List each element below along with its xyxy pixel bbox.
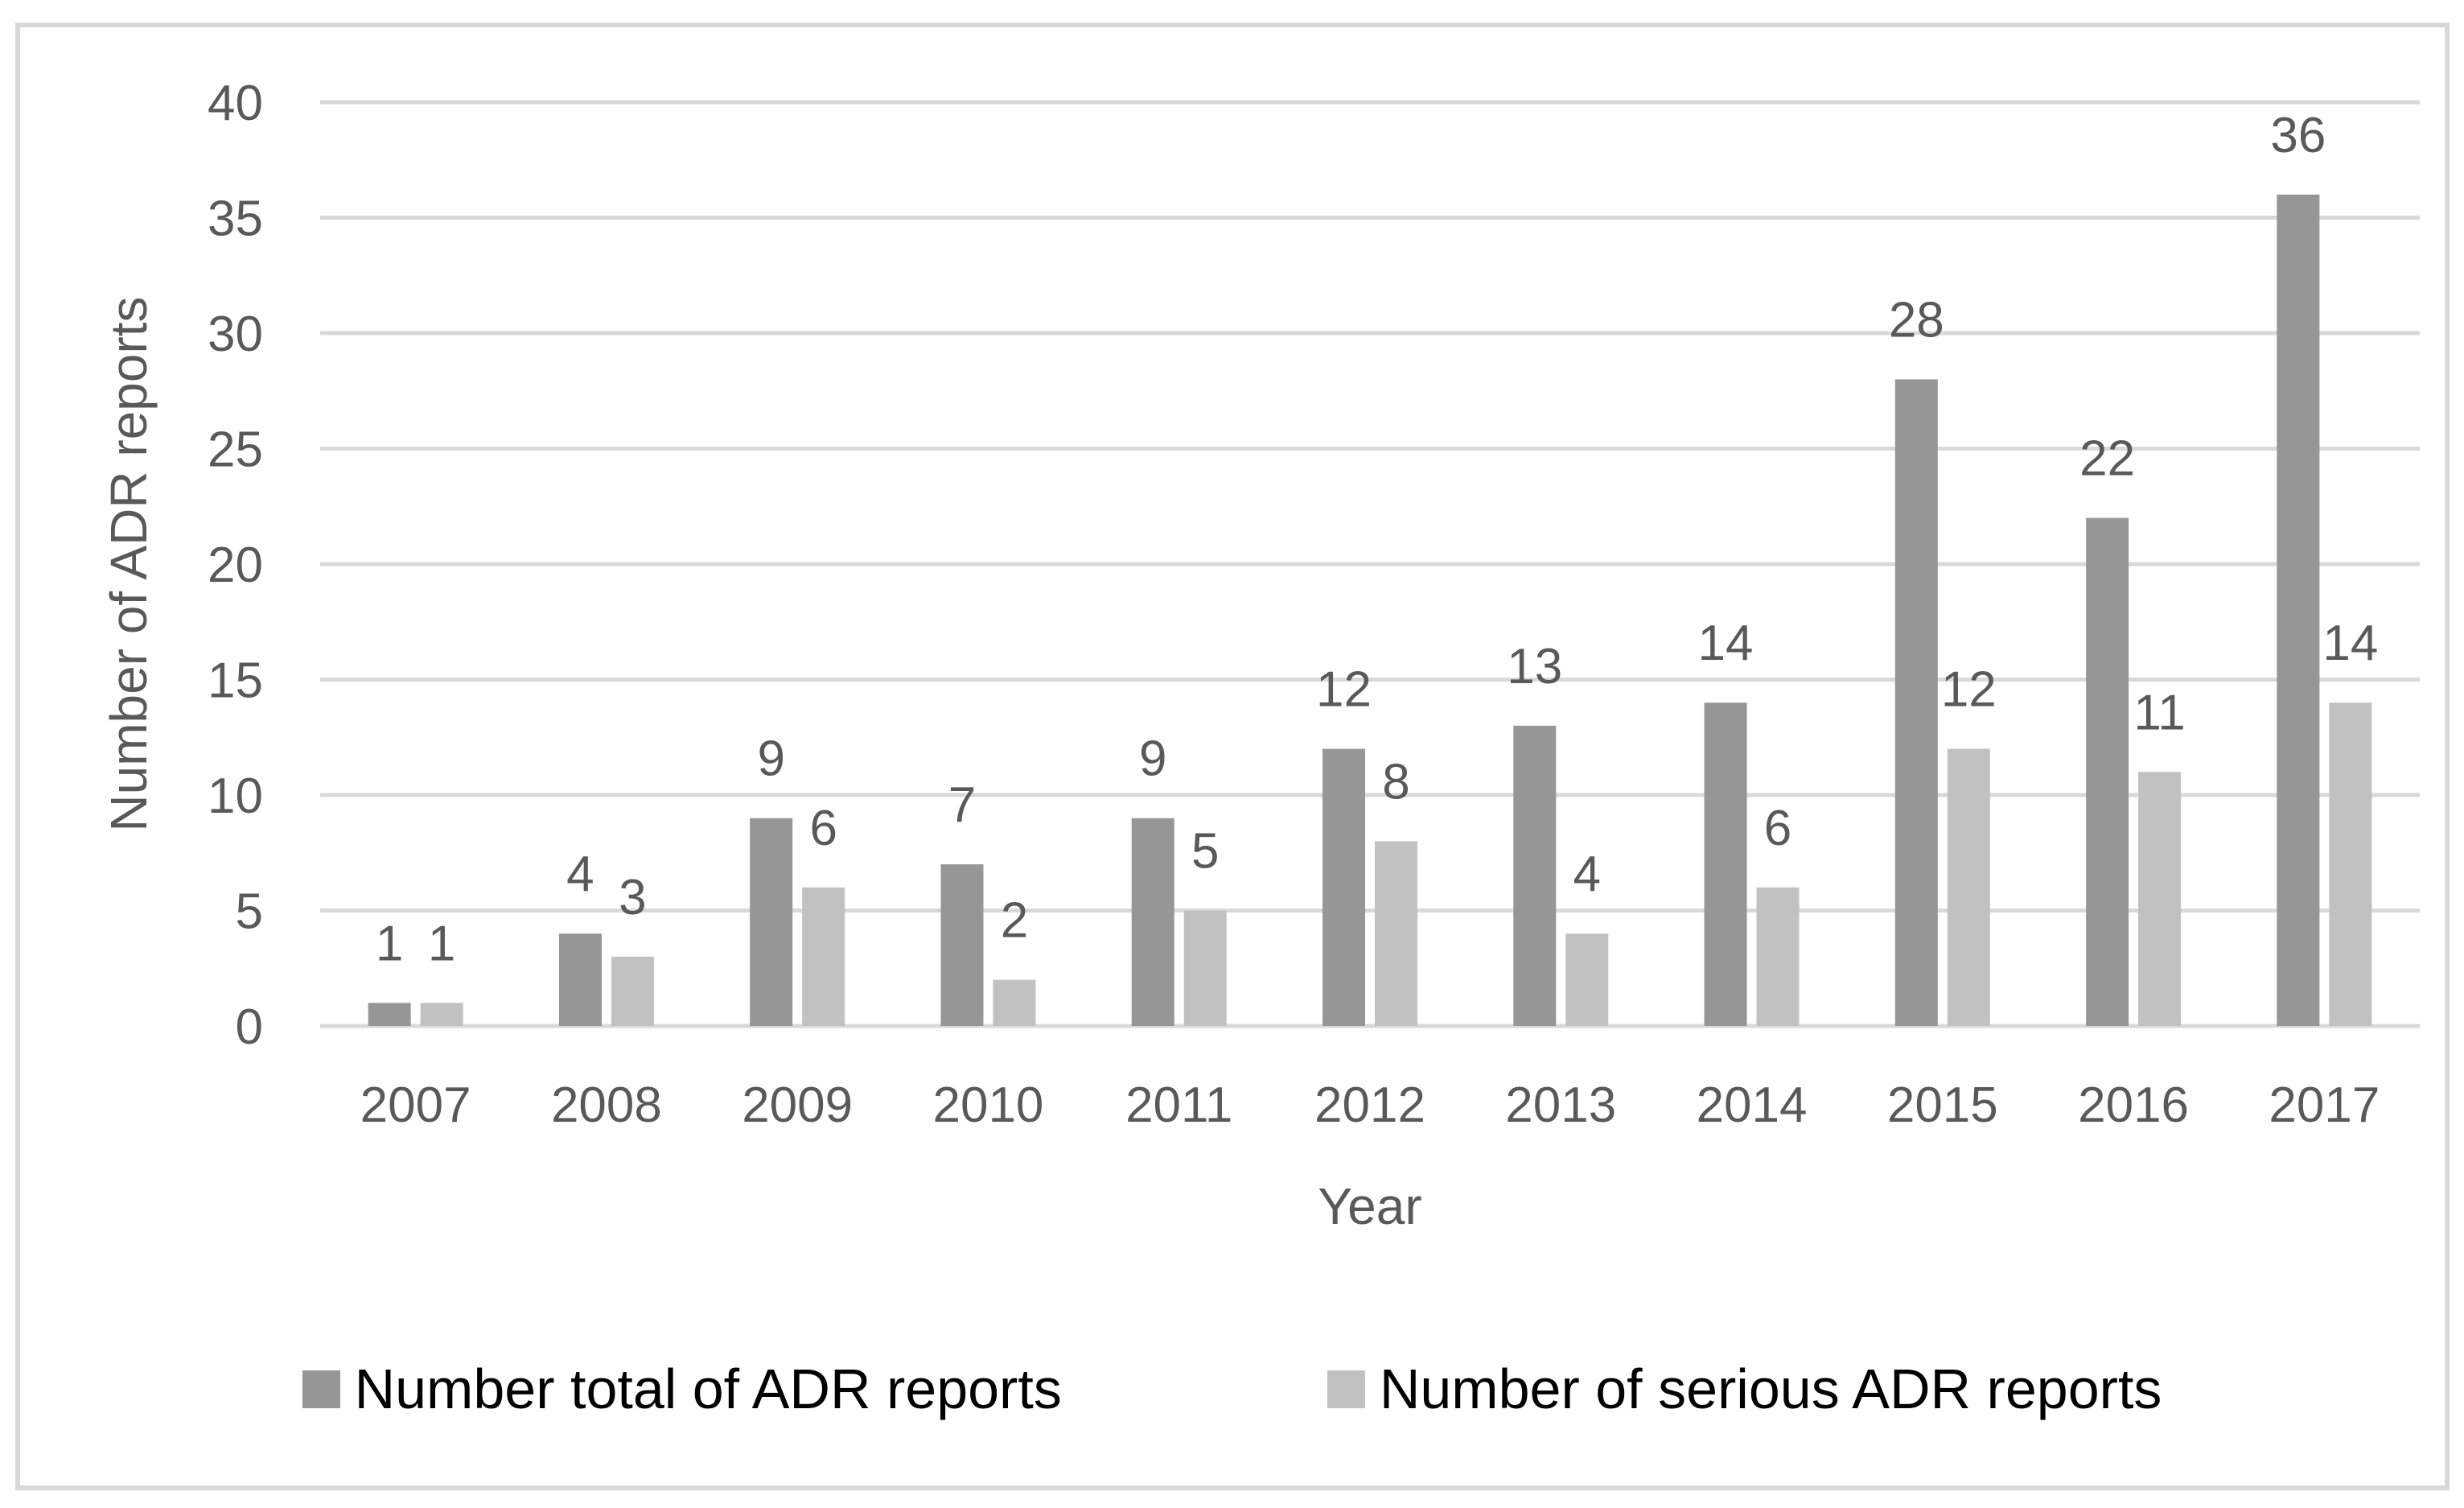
data-label-serious-2013: 4 (1573, 847, 1601, 902)
y-tick-label-5: 5 (236, 884, 263, 940)
data-label-serious-2009: 6 (809, 801, 837, 856)
x-tick-label-2011: 2011 (1125, 1077, 1232, 1133)
y-tick-label-0: 0 (236, 999, 263, 1055)
legend-label-total: Number total of ADR reports (354, 1358, 1062, 1420)
bar-serious-2009 (802, 887, 845, 1026)
data-label-total-2012: 12 (1316, 662, 1372, 718)
data-label-total-2010: 7 (948, 777, 976, 833)
bar-total-2015 (1894, 379, 1938, 1026)
data-label-serious-2012: 8 (1382, 754, 1409, 810)
legend-item-serious: Number of serious ADR reports (1327, 1357, 2162, 1421)
data-label-serious-2014: 6 (1764, 801, 1791, 856)
data-label-serious-2016: 11 (2133, 685, 2185, 740)
bar-total-2016 (2086, 517, 2129, 1026)
x-tick-label-2007: 2007 (360, 1077, 471, 1133)
bar-serious-2013 (1565, 933, 1609, 1026)
y-tick-label-10: 10 (208, 768, 263, 824)
x-tick-label-2009: 2009 (742, 1077, 853, 1133)
data-label-serious-2008: 3 (619, 870, 646, 925)
data-label-total-2014: 14 (1698, 616, 1754, 671)
bar-total-2009 (750, 818, 793, 1026)
x-tick-label-2008: 2008 (551, 1077, 662, 1133)
x-tick-label-2014: 2014 (1697, 1077, 1808, 1133)
x-axis-title: Year (1318, 1177, 1422, 1235)
bar-serious-2011 (1183, 910, 1227, 1026)
legend-swatch-total-icon (302, 1370, 340, 1408)
x-tick-label-2015: 2015 (1887, 1077, 1998, 1133)
data-label-total-2008: 4 (566, 847, 594, 902)
data-label-total-2013: 13 (1507, 639, 1562, 694)
bar-total-2017 (2277, 194, 2320, 1026)
legend-label-serious: Number of serious ADR reports (1379, 1358, 2162, 1420)
y-tick-label-25: 25 (208, 422, 263, 478)
y-tick-label-35: 35 (208, 192, 263, 247)
data-label-total-2015: 28 (1889, 292, 1944, 348)
data-label-serious-2017: 14 (2322, 616, 2378, 671)
y-tick-label-30: 30 (208, 307, 263, 362)
y-axis-ticks: 0 5 10 15 20 25 30 35 40 (208, 76, 263, 1055)
legend-swatch-serious-icon (1327, 1370, 1365, 1408)
y-axis-title: Number of ADR reports (100, 296, 158, 832)
gridlines (320, 100, 2420, 1028)
bars (368, 194, 2372, 1026)
x-axis-ticks: 2007 2008 2009 2010 2011 2012 2013 2014 2015 2016… (360, 1077, 2380, 1133)
bar-total-2012 (1322, 748, 1365, 1026)
bar-serious-2017 (2329, 702, 2372, 1026)
bar-total-2014 (1704, 702, 1747, 1026)
y-tick-label-15: 15 (208, 653, 263, 709)
bar-total-2011 (1131, 818, 1174, 1026)
bar-serious-2014 (1756, 887, 1800, 1026)
data-label-total-2016: 22 (2079, 431, 2135, 487)
data-label-total-2011: 9 (1139, 731, 1166, 787)
bar-total-2008 (558, 933, 602, 1026)
x-tick-label-2010: 2010 (932, 1077, 1043, 1133)
data-label-serious-2015: 12 (1941, 662, 1997, 718)
x-tick-label-2017: 2017 (2269, 1077, 2380, 1133)
data-label-total-2017: 36 (2270, 108, 2326, 163)
bar-serious-2015 (1947, 748, 1990, 1026)
bar-total-2013 (1513, 725, 1557, 1026)
data-label-serious-2011: 5 (1191, 824, 1219, 880)
data-label-serious-2010: 2 (1001, 893, 1028, 949)
bar-serious-2016 (2138, 772, 2182, 1026)
x-tick-label-2016: 2016 (2078, 1077, 2189, 1133)
data-label-serious-2007: 1 (428, 916, 455, 971)
x-tick-label-2013: 2013 (1505, 1077, 1616, 1133)
data-label-total-2007: 1 (376, 916, 403, 971)
bar-total-2010 (940, 864, 984, 1026)
bar-serious-2007 (420, 1003, 463, 1026)
bar-total-2007 (368, 1003, 411, 1026)
bar-serious-2010 (993, 979, 1036, 1026)
data-label-total-2009: 9 (757, 731, 784, 787)
y-tick-label-40: 40 (208, 76, 263, 131)
legend-item-total: Number total of ADR reports (302, 1357, 1062, 1421)
x-tick-label-2012: 2012 (1314, 1077, 1425, 1133)
legend: Number total of ADR reports Number of se… (0, 1357, 2464, 1421)
bar-serious-2012 (1375, 841, 1417, 1026)
bar-serious-2008 (611, 956, 654, 1026)
y-tick-label-20: 20 (208, 538, 263, 593)
